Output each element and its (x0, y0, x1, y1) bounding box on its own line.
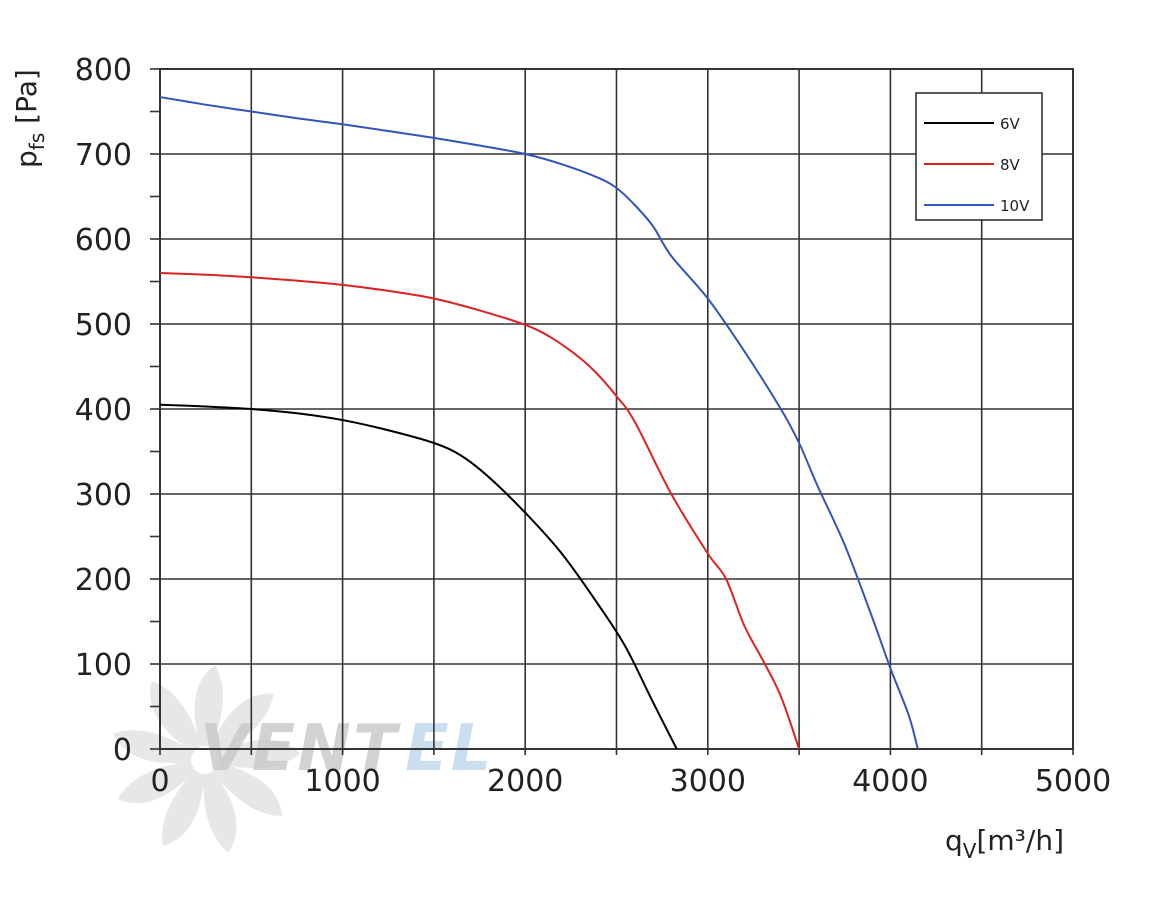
watermark-fan-blade (150, 680, 205, 760)
x-tick-label: 2000 (487, 764, 563, 799)
legend: 6V 8V 10V (915, 92, 1043, 221)
y-tick-label: 800 (75, 53, 132, 88)
watermark-fan-blade (205, 739, 301, 769)
legend-label: 10V (1000, 197, 1030, 215)
watermark-fan-blade (205, 693, 274, 760)
watermark-fan-hub (191, 746, 219, 774)
watermark-fan-icon (113, 665, 301, 853)
watermark-fan-blade (117, 759, 205, 804)
y-tick-label: 300 (75, 478, 132, 513)
series-line-8v (159, 272, 801, 750)
y-tick-label: 700 (75, 138, 132, 173)
watermark-fan-blade (203, 759, 237, 853)
series-group (159, 96, 919, 750)
x-tick-label: 1000 (304, 764, 380, 799)
y-tick-label: 100 (75, 648, 132, 683)
legend-box (915, 92, 1043, 221)
axis-ticks: 0 1000 2000 3000 4000 5000 0 100 200 300 400 500 600… (75, 53, 1111, 799)
x-tick-label: 4000 (852, 764, 928, 799)
x-tick-label: 3000 (670, 764, 746, 799)
x-tick-label: 5000 (1035, 764, 1111, 799)
y-tick-label: 0 (113, 733, 132, 768)
watermark-fan-blade (205, 760, 283, 817)
y-tick-label: 400 (75, 393, 132, 428)
watermark-fan-blade (194, 665, 223, 760)
x-axis-title: qV[m³/h] (945, 824, 1064, 863)
y-tick-label: 500 (75, 308, 132, 343)
y-tick-label: 200 (75, 563, 132, 598)
y-tick-label: 600 (75, 223, 132, 258)
watermark-fan-blade (162, 759, 205, 846)
series-line-6v (159, 403, 678, 750)
legend-label: 8V (1000, 156, 1021, 174)
series-line-10v (159, 96, 919, 750)
legend-label: 6V (1000, 115, 1021, 133)
watermark: VENT EL (113, 665, 492, 853)
x-tick-label: 0 (150, 764, 169, 799)
y-axis-title: pfs [Pa] (10, 69, 49, 168)
axis-titles: qV[m³/h] pfs [Pa] (10, 69, 1064, 863)
